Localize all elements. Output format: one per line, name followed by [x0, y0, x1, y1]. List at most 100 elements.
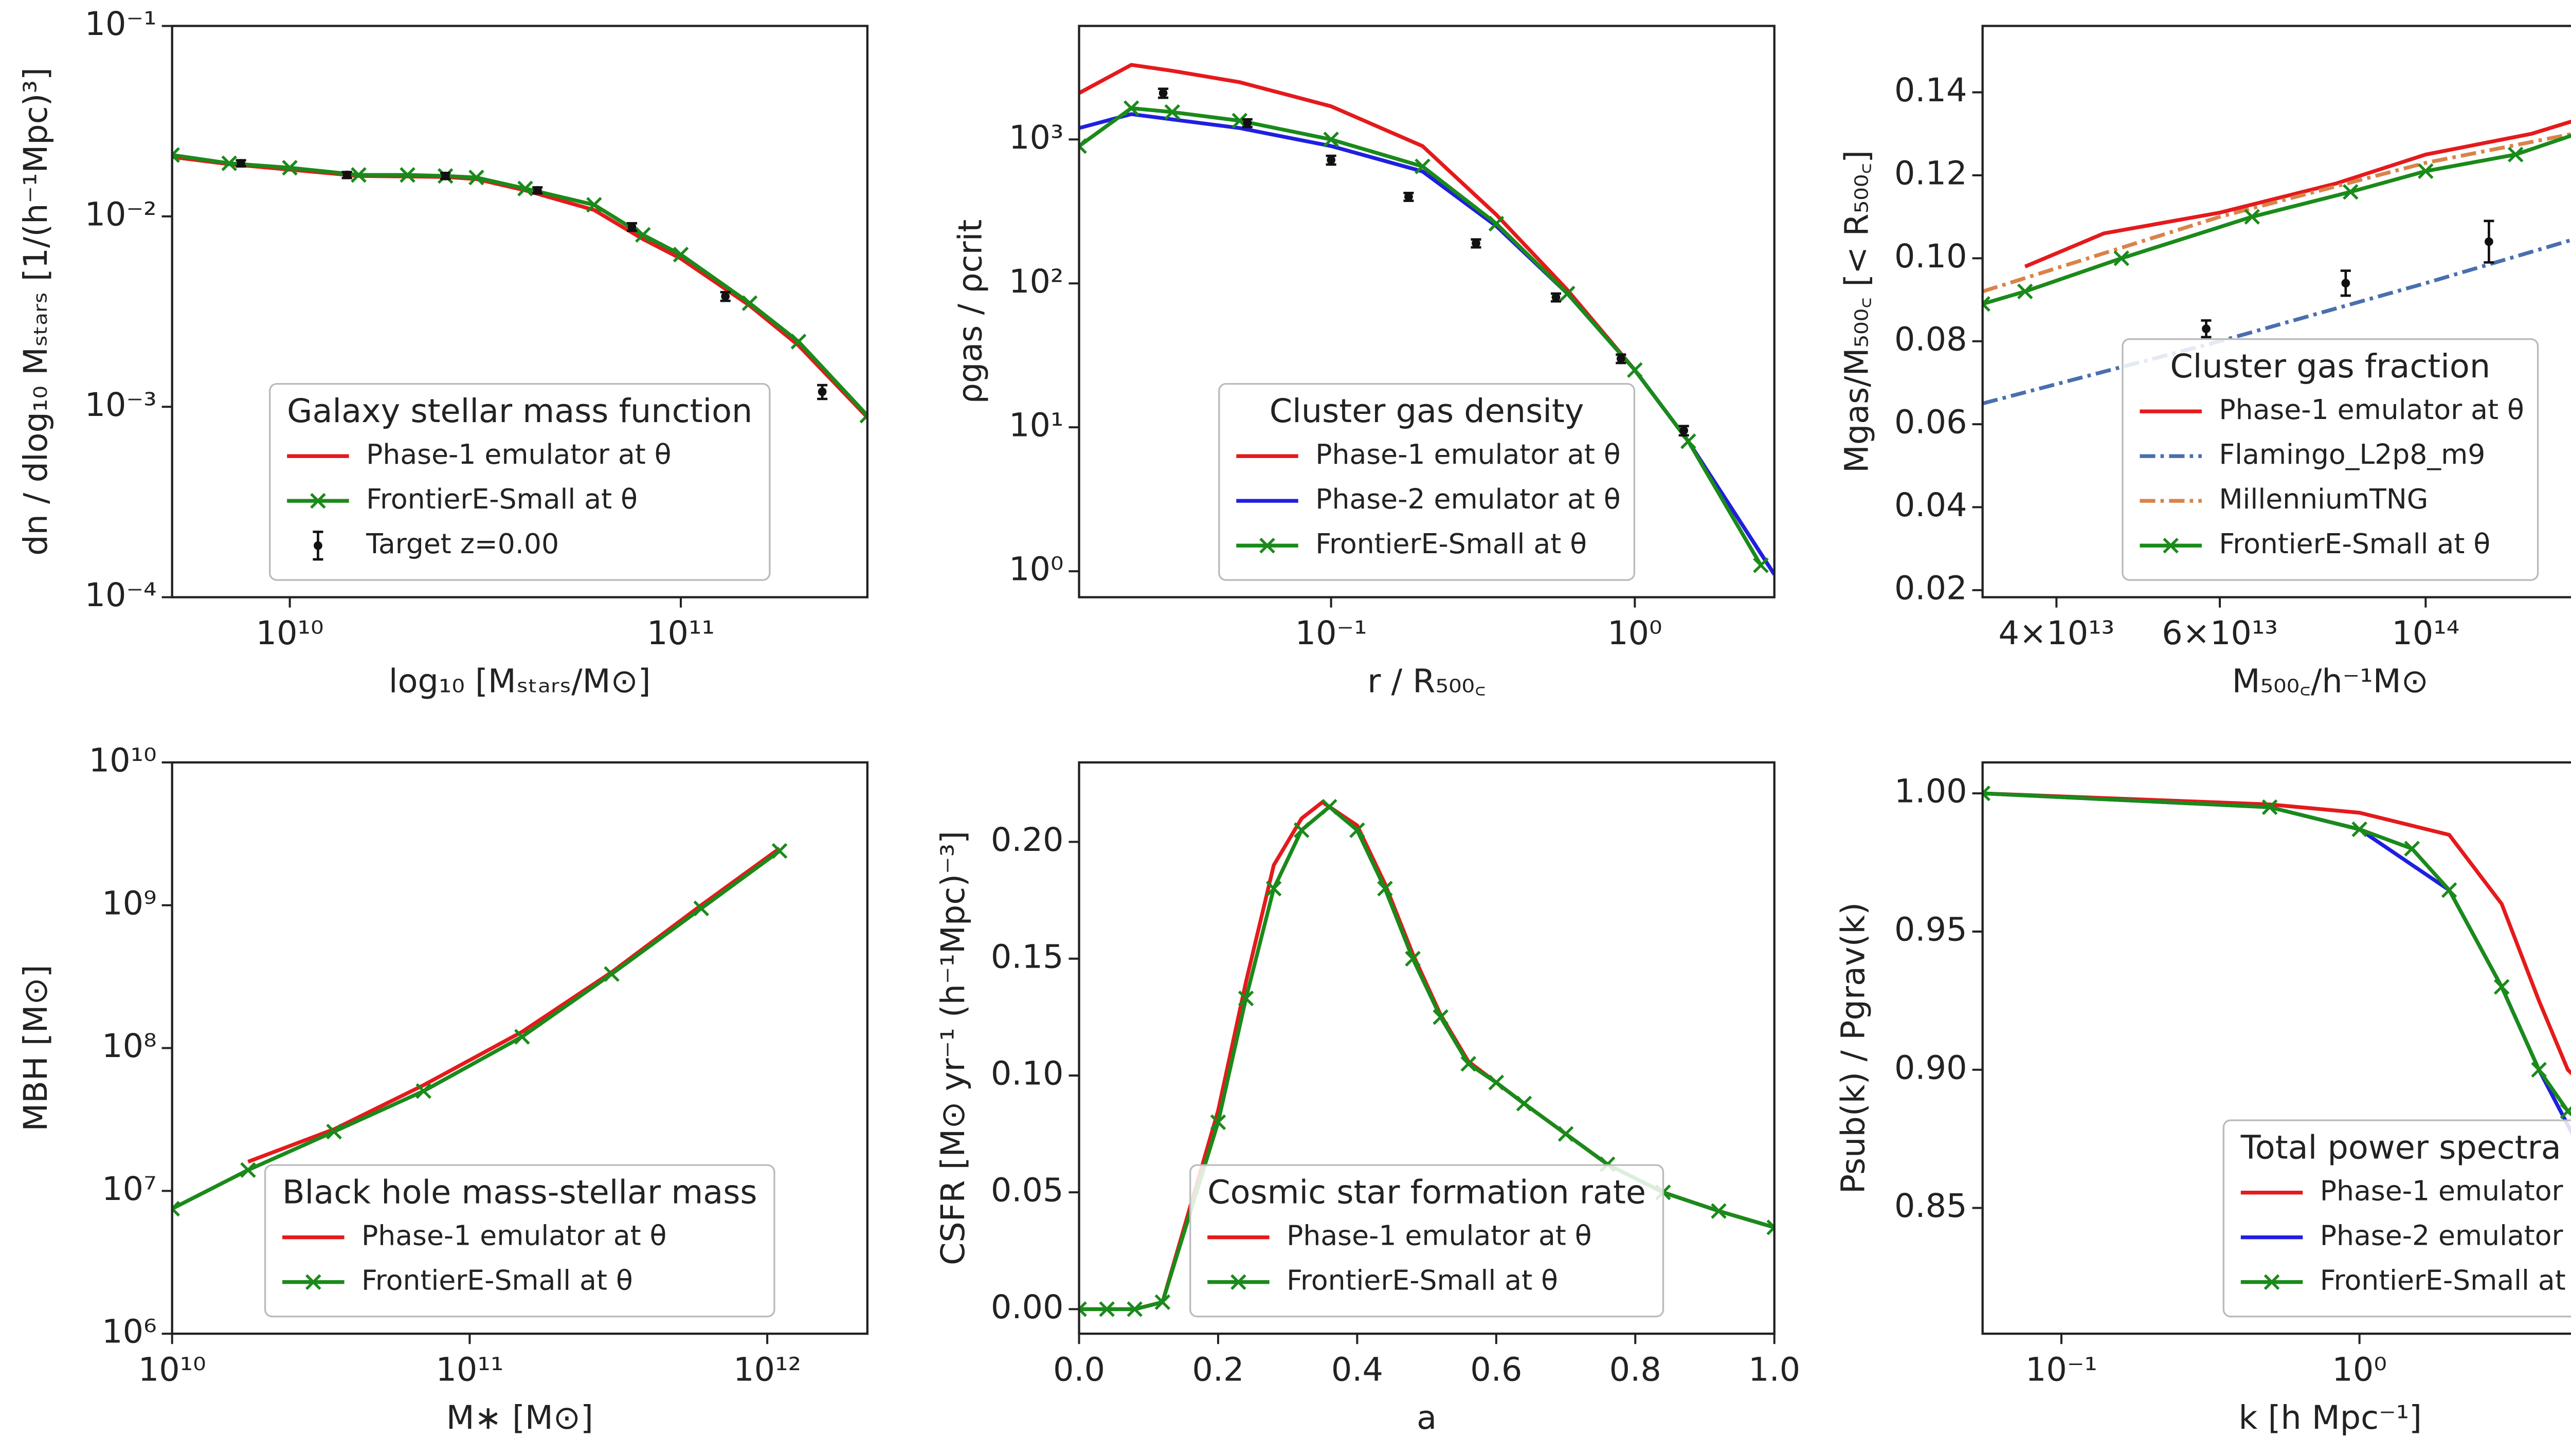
y-tick-label: 10⁻¹ [85, 5, 157, 43]
x-tick-label: 10⁻¹ [1295, 614, 1367, 652]
marker [2264, 1274, 2280, 1290]
marker [1433, 1009, 1449, 1025]
x-axis-label: r / R₅₀₀꜀ [1367, 662, 1486, 700]
point [2485, 237, 2493, 246]
marker [1154, 1294, 1171, 1311]
y-axis-label: MBH [M⊙] [16, 964, 55, 1131]
marker [240, 1162, 256, 1178]
x-axis-label: a [1417, 1398, 1437, 1436]
legend-label: FrontierE-Small at θ [361, 1264, 633, 1296]
point [1404, 192, 1413, 202]
y-axis-label: Psub(k) / Pgrav(k) [1834, 902, 1872, 1194]
marker [1766, 1220, 1775, 1235]
legend-label: FrontierE-Small at θ [2219, 527, 2490, 560]
x-tick-label: 10⁰ [1607, 614, 1662, 652]
marker [1680, 433, 1696, 449]
y-tick-label: 10³ [1009, 118, 1063, 156]
marker [2261, 799, 2278, 815]
x-tick-label: 6×10¹³ [2162, 614, 2278, 652]
plot-frame [1078, 761, 1776, 1335]
marker [1560, 285, 1576, 302]
point [1158, 88, 1168, 98]
legend-label: Phase-2 emulator at θ [1315, 483, 1620, 515]
marker [2163, 537, 2179, 554]
marker [172, 1200, 180, 1217]
marker [2244, 209, 2260, 225]
legend: Cosmic star formation rate Phase-1 emulat… [1189, 1164, 1664, 1318]
legend-label: FrontierE-Small at θ [366, 483, 638, 515]
y-tick-label: 10⁰ [1009, 550, 1063, 588]
y-tick-label: 0.95 [1894, 911, 1967, 949]
marker [1627, 362, 1643, 378]
legend-swatch [314, 541, 322, 550]
point [533, 186, 542, 195]
marker [1164, 104, 1181, 120]
y-tick-label: 10⁸ [102, 1027, 156, 1065]
x-tick-label: 10¹⁴ [2392, 614, 2459, 652]
marker [1293, 822, 1310, 839]
x-tick-label: 10¹⁰ [256, 614, 324, 652]
point [1679, 426, 1689, 435]
marker [1238, 990, 1254, 1007]
y-tick-label: 10⁶ [102, 1313, 156, 1351]
marker [1982, 785, 1990, 802]
marker [1321, 799, 1337, 815]
y-axis-label: CSFR [M⊙ yr⁻¹ (h⁻¹Mpc)⁻³] [934, 831, 972, 1265]
marker [1127, 1301, 1143, 1317]
marker [221, 155, 238, 171]
marker [1488, 1075, 1505, 1090]
legend-box [1189, 1164, 1664, 1318]
y-tick-label: 0.02 [1894, 569, 1967, 607]
marker [1323, 132, 1339, 148]
marker [517, 180, 533, 196]
legend: Black hole mass-stellar mass Phase-1 emul… [264, 1164, 775, 1318]
marker [2351, 821, 2367, 838]
legend: Galaxy stellar mass function Phase-1 emul… [269, 383, 771, 581]
y-tick-label: 0.15 [991, 937, 1064, 975]
x-tick-label: 10¹¹ [647, 614, 715, 652]
x-tick-label: 10¹⁰ [138, 1350, 206, 1388]
legend-title: Cosmic star formation rate [1207, 1173, 1646, 1211]
y-tick-label: 10¹⁰ [89, 741, 157, 779]
series-line [1982, 791, 2571, 1076]
point [1551, 293, 1561, 302]
series-line [172, 153, 867, 417]
panel [1079, 63, 1775, 576]
legend-box [1218, 383, 1636, 581]
x-axis-label: M₅₀₀꜀/h⁻¹M⊙ [2232, 662, 2429, 700]
marker [1405, 951, 1421, 967]
y-tick-label: 10⁻⁴ [85, 576, 157, 614]
x-tick-label: 0.0 [1053, 1350, 1105, 1388]
marker [2507, 147, 2524, 162]
marker [1460, 1055, 1477, 1072]
marker [1488, 215, 1505, 232]
legend-label: Phase-1 emulator at θ [1315, 438, 1620, 470]
marker [514, 1029, 530, 1045]
marker [1558, 1126, 1574, 1142]
marker [635, 227, 651, 243]
series-line [247, 847, 781, 1164]
marker [2441, 882, 2457, 898]
plot-frame [171, 25, 869, 598]
panel [1079, 799, 1775, 1317]
point [1472, 239, 1480, 248]
x-tick-label: 10¹² [733, 1350, 801, 1388]
legend-label: Flamingo_L2p8_m9 [2219, 438, 2485, 470]
marker [673, 246, 689, 263]
y-tick-label: 0.06 [1894, 403, 1967, 441]
plot-frame [1981, 761, 2571, 1335]
legend-title: Total power spectra ratio [2240, 1129, 2571, 1167]
legend-title: Cluster gas density [1270, 392, 1584, 430]
marker [1123, 100, 1139, 116]
point [721, 292, 730, 301]
marker [1377, 881, 1393, 897]
marker [172, 147, 180, 163]
x-tick-label: 0.8 [1609, 1350, 1661, 1388]
legend: Total power spectra ratio Phase-1 emulato… [2222, 1119, 2571, 1318]
legend-label: Phase-1 emulator at θ [2219, 393, 2524, 426]
marker [859, 407, 867, 424]
point [627, 223, 637, 231]
y-tick-label: 0.10 [1894, 237, 1967, 275]
marker [282, 160, 298, 176]
